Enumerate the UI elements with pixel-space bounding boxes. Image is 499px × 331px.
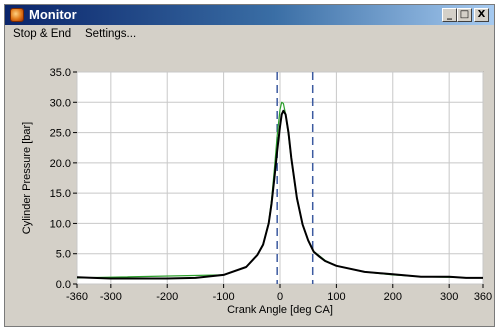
maximize-button[interactable]: □: [457, 8, 472, 22]
y-tick-label: 10.0: [50, 218, 71, 230]
y-tick-label: 15.0: [50, 188, 71, 200]
x-tick-label: 100: [327, 291, 345, 303]
x-tick-label: 200: [384, 291, 402, 303]
y-tick-label: 30.0: [50, 97, 71, 109]
x-tick-label: 0: [277, 291, 283, 303]
y-axis-label: Cylinder Pressure [bar]: [21, 122, 33, 235]
menu-stop-end[interactable]: Stop & End: [13, 28, 72, 40]
y-tick-label: 20.0: [50, 158, 71, 170]
x-tick-label: -100: [213, 291, 235, 303]
minimize-button[interactable]: _: [442, 8, 457, 22]
x-tick-label: -200: [156, 291, 178, 303]
menu-bar: Stop & End Settings...: [5, 25, 494, 45]
x-tick-label: -360: [66, 291, 88, 303]
title-bar[interactable]: Monitor _ □ X: [5, 5, 494, 25]
x-axis-label: Crank Angle [deg CA]: [227, 304, 333, 316]
series-line-black: [76, 109, 483, 280]
y-tick-label: 5.0: [56, 249, 71, 261]
window-title: Monitor: [29, 7, 77, 22]
x-tick-label: -300: [100, 291, 122, 303]
y-tick-label: 0.0: [56, 279, 71, 291]
app-icon[interactable]: [10, 8, 24, 22]
x-tick-label: 360: [474, 291, 492, 303]
close-button[interactable]: X: [474, 8, 489, 22]
y-tick-label: 35.0: [50, 67, 71, 79]
menu-settings[interactable]: Settings...: [85, 28, 137, 40]
y-tick-label: 25.0: [50, 128, 71, 140]
x-tick-label: 300: [440, 291, 458, 303]
